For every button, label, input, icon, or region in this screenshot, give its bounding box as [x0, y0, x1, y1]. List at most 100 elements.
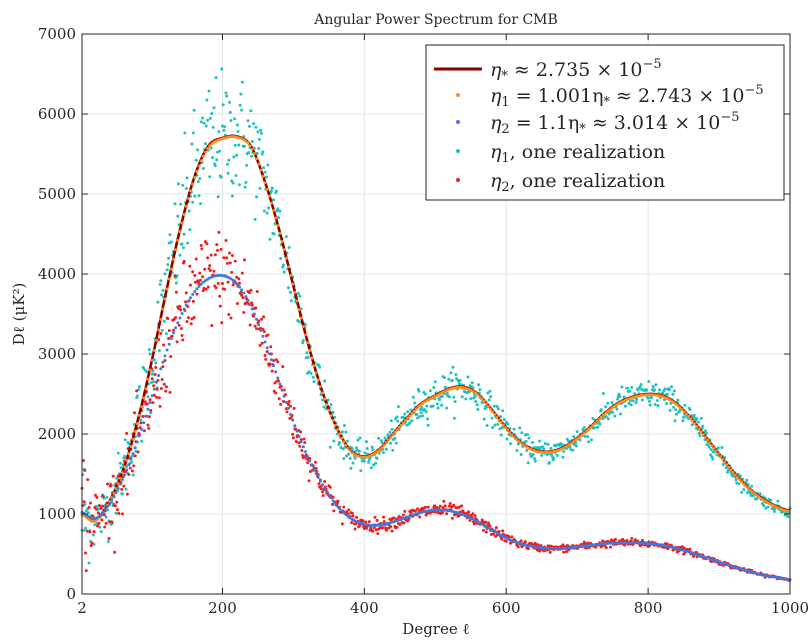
- noisy-point: [616, 397, 620, 401]
- noisy-point: [548, 550, 552, 554]
- noisy-point: [452, 503, 456, 507]
- noisy-point: [433, 510, 437, 514]
- noisy-point: [351, 461, 355, 465]
- legend-point-swatch: [456, 178, 460, 182]
- noisy-point: [626, 386, 630, 390]
- noisy-point: [596, 425, 600, 429]
- noisy-point: [376, 532, 380, 536]
- noisy-point: [101, 504, 105, 508]
- data-point: [610, 541, 614, 545]
- data-point: [269, 358, 273, 362]
- noisy-point: [237, 183, 241, 187]
- data-point: [255, 317, 259, 321]
- noisy-point: [531, 453, 535, 457]
- noisy-point: [618, 412, 622, 416]
- noisy-point: [205, 98, 209, 102]
- noisy-point: [247, 151, 251, 155]
- noisy-point: [206, 285, 210, 289]
- noisy-point: [440, 394, 444, 398]
- noisy-point: [364, 520, 368, 524]
- noisy-point: [193, 273, 197, 277]
- data-point: [289, 412, 293, 416]
- noisy-point: [574, 444, 578, 448]
- noisy-point: [432, 385, 436, 389]
- noisy-point: [357, 449, 361, 453]
- noisy-point: [347, 452, 351, 456]
- noisy-point: [302, 437, 306, 441]
- data-point: [125, 458, 129, 462]
- noisy-point: [402, 521, 406, 525]
- noisy-point: [226, 171, 230, 175]
- noisy-point: [423, 392, 427, 396]
- noisy-point: [201, 166, 205, 170]
- noisy-point: [484, 520, 488, 524]
- noisy-point: [204, 287, 208, 291]
- noisy-point: [90, 541, 94, 545]
- noisy-point: [382, 451, 385, 455]
- noisy-point: [222, 256, 226, 260]
- noisy-point: [301, 338, 305, 342]
- noisy-point: [148, 352, 152, 356]
- noisy-point: [270, 186, 274, 190]
- data-point: [244, 139, 248, 143]
- data-point: [338, 432, 342, 436]
- data-point: [516, 439, 520, 443]
- data-point: [289, 273, 293, 277]
- noisy-point: [538, 549, 542, 553]
- data-point: [610, 406, 614, 410]
- noisy-point: [199, 244, 203, 248]
- data-point: [314, 371, 318, 375]
- noisy-point: [151, 369, 155, 373]
- noisy-point: [202, 121, 206, 125]
- data-point: [567, 443, 571, 447]
- noisy-point: [413, 509, 417, 513]
- data-point: [418, 403, 422, 407]
- noisy-point: [130, 454, 134, 458]
- noisy-point: [737, 482, 741, 486]
- noisy-point: [604, 546, 608, 550]
- data-point: [621, 541, 625, 545]
- data-point: [612, 404, 616, 408]
- y-tick-label: 4000: [38, 265, 76, 283]
- data-point: [276, 224, 280, 228]
- data-point: [325, 490, 329, 494]
- data-point: [704, 435, 708, 439]
- noisy-point: [261, 150, 265, 154]
- noisy-point: [212, 269, 216, 273]
- noisy-point: [85, 529, 89, 533]
- data-point: [312, 467, 316, 471]
- noisy-point: [294, 439, 298, 443]
- noisy-point: [231, 283, 235, 287]
- noisy-point: [294, 427, 298, 431]
- noisy-point: [313, 460, 317, 464]
- noisy-point: [359, 469, 363, 473]
- noisy-point: [136, 450, 140, 454]
- noisy-point: [137, 385, 141, 389]
- noisy-point: [703, 438, 707, 442]
- data-point: [284, 256, 288, 260]
- noisy-point: [211, 125, 215, 129]
- noisy-point: [711, 457, 715, 461]
- data-point: [284, 400, 288, 404]
- noisy-point: [233, 117, 237, 121]
- noisy-point: [101, 494, 105, 498]
- noisy-point: [262, 330, 266, 334]
- noisy-point: [519, 453, 523, 457]
- noisy-point: [255, 151, 259, 155]
- noisy-point: [299, 438, 303, 442]
- data-point: [333, 502, 337, 506]
- noisy-point: [610, 400, 614, 404]
- data-point: [101, 510, 105, 514]
- data-point: [614, 541, 618, 545]
- noisy-point: [159, 332, 163, 335]
- data-point: [142, 421, 146, 425]
- data-point: [597, 417, 601, 421]
- noisy-point: [200, 247, 204, 251]
- noisy-point: [218, 149, 222, 153]
- data-point: [323, 397, 327, 401]
- noisy-point: [158, 404, 162, 408]
- noisy-point: [179, 308, 183, 312]
- noisy-point: [253, 217, 257, 221]
- noisy-point: [519, 539, 523, 543]
- noisy-point: [431, 404, 435, 408]
